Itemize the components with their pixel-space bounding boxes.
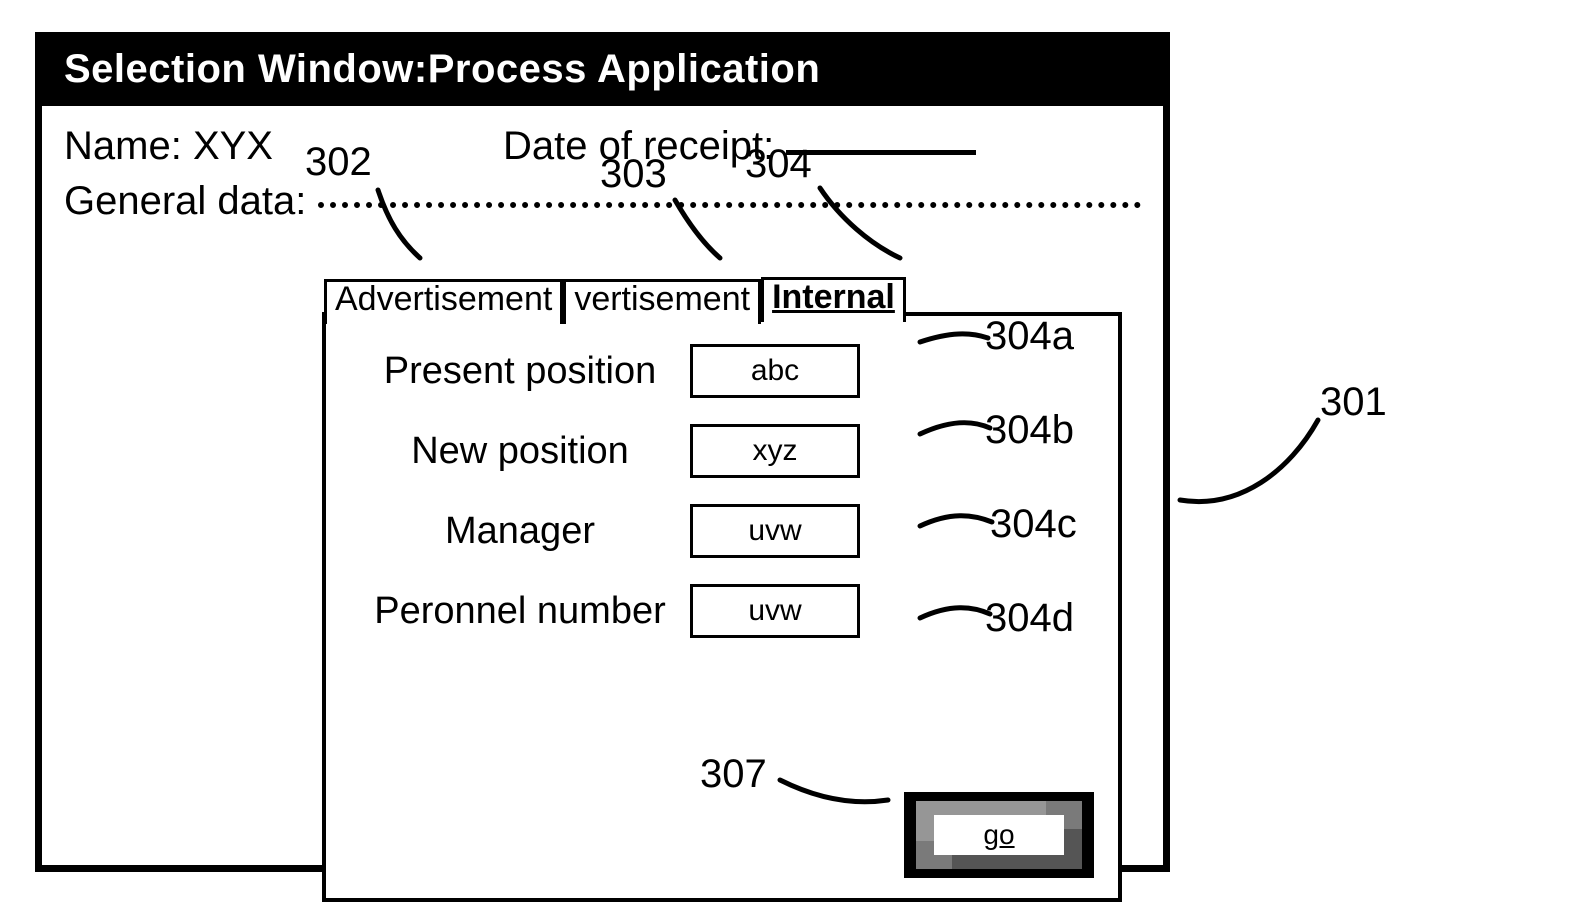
name-label: Name: XYX [64, 124, 273, 169]
general-data-label: General data: [64, 179, 306, 224]
row-personnel-number: Peronnel number uvw [350, 584, 1094, 638]
window-title: Selection Window:Process Application [64, 47, 820, 91]
input-manager[interactable]: uvw [690, 504, 860, 558]
label-present-position: Present position [350, 350, 690, 393]
general-data-input[interactable] [318, 202, 1141, 208]
selection-window: Selection Window:Process Application Nam… [35, 32, 1170, 872]
window-body: Name: XYX Date of receipt: General data:… [42, 106, 1163, 224]
name-value: XYX [193, 124, 273, 168]
tabstrip: Advertisement vertisement Internal [324, 279, 906, 324]
row-manager: Manager uvw [350, 504, 1094, 558]
date-of-receipt-input[interactable] [786, 150, 976, 155]
go-button-label: go [983, 819, 1014, 851]
input-personnel-number[interactable]: uvw [690, 584, 860, 638]
tab-panel-internal: Present position abc New position xyz Ma… [322, 312, 1122, 902]
input-present-position[interactable]: abc [690, 344, 860, 398]
window-titlebar: Selection Window:Process Application [42, 39, 1163, 106]
row-present-position: Present position abc [350, 344, 1094, 398]
row-new-position: New position xyz [350, 424, 1094, 478]
annotation-301: 301 [1320, 380, 1387, 425]
tab-internal[interactable]: Internal [761, 277, 906, 322]
tab-advertisement-1[interactable]: Advertisement [324, 279, 563, 324]
label-new-position: New position [350, 430, 690, 473]
date-of-receipt-label: Date of receipt: [503, 124, 774, 169]
input-new-position[interactable]: xyz [690, 424, 860, 478]
go-button[interactable]: go [904, 792, 1094, 878]
tab-advertisement-2[interactable]: vertisement [563, 279, 761, 324]
label-personnel-number: Peronnel number [350, 590, 690, 633]
label-manager: Manager [350, 510, 690, 553]
